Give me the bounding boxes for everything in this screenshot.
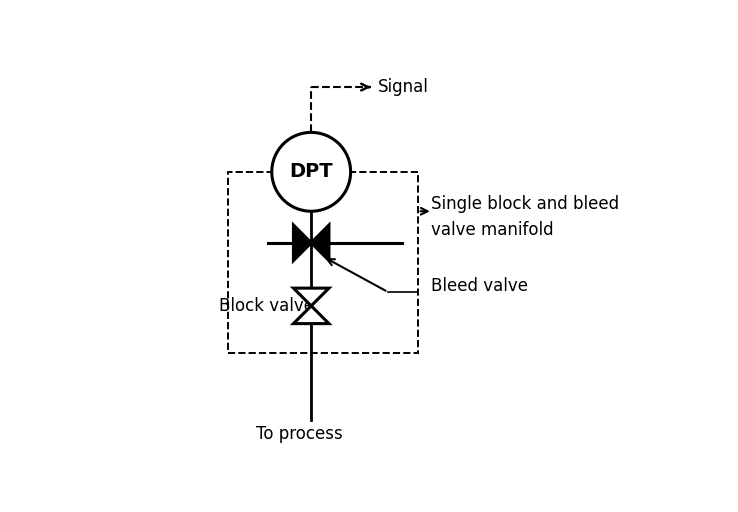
Polygon shape [311,225,329,261]
Bar [229,172,418,353]
Polygon shape [294,288,329,306]
Polygon shape [294,225,311,261]
Text: Signal: Signal [379,78,429,96]
Text: DPT: DPT [289,162,333,181]
Circle shape [272,133,351,211]
Polygon shape [294,306,329,324]
Text: Block valve: Block valve [218,297,314,315]
Text: To process: To process [256,425,342,443]
Text: Bleed valve: Bleed valve [432,277,528,295]
Text: Single block and bleed
valve manifold: Single block and bleed valve manifold [432,195,620,240]
